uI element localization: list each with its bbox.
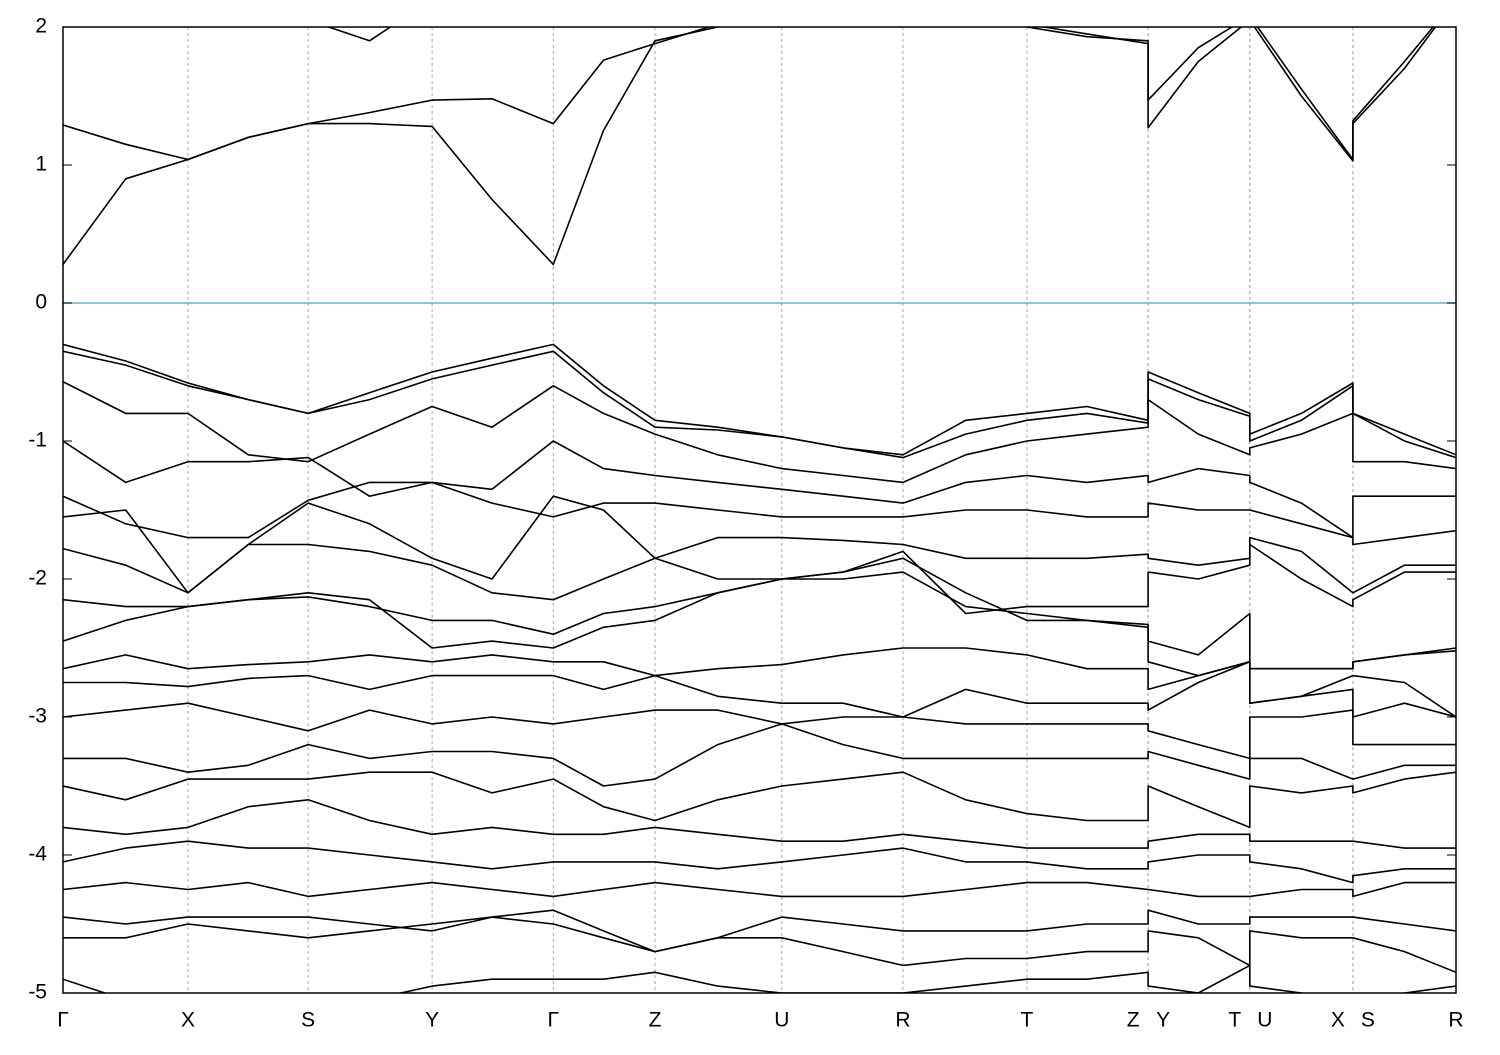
band-line	[63, 543, 1456, 615]
band-line	[63, 799, 1456, 849]
band-line	[326, 27, 392, 42]
band-line	[63, 840, 1456, 884]
x-tick-label: R	[1448, 1009, 1463, 1032]
plot-frame	[62, 26, 1457, 994]
x-tick-label: R	[895, 1009, 910, 1032]
band-line	[63, 27, 1435, 161]
band-line	[63, 481, 1456, 546]
x-tick-label: X	[1331, 1009, 1345, 1032]
x-tick-label: Z	[649, 1009, 662, 1032]
x-tick-label: T	[1021, 1009, 1034, 1032]
x-tick-label: T	[1228, 1009, 1241, 1032]
y-tick-label: -2	[28, 567, 47, 590]
band-line	[63, 771, 1456, 829]
band-line	[63, 702, 1456, 760]
band-line	[63, 440, 1456, 539]
x-tick-label: Z	[1127, 1009, 1140, 1032]
band-line	[63, 916, 1456, 974]
band-line	[63, 380, 1456, 484]
band-line	[63, 964, 1456, 993]
band-line	[63, 723, 1456, 787]
band-line	[63, 343, 1456, 456]
band-line	[63, 557, 1456, 718]
x-tick-label: Γ	[57, 1009, 69, 1032]
y-tick-label: 1	[35, 153, 47, 176]
band-line	[63, 571, 1456, 670]
x-tick-label: X	[181, 1009, 195, 1032]
x-tick-label: S	[301, 1009, 315, 1032]
bands	[63, 27, 1456, 993]
x-tick-label: Y	[425, 1009, 439, 1032]
y-tick-label: -4	[28, 843, 47, 866]
band-line	[63, 350, 1456, 459]
band-line	[63, 881, 1456, 898]
band-line	[63, 909, 1456, 953]
band-line	[63, 647, 1456, 691]
y-tick-label: 2	[35, 15, 47, 38]
band-line	[63, 27, 1437, 266]
band-line	[63, 661, 1456, 718]
y-tick-label: -1	[28, 429, 47, 452]
x-tick-label: Y	[1156, 1009, 1170, 1032]
y-tick-label: -3	[28, 705, 47, 728]
y-tick-label: -5	[28, 981, 47, 1004]
x-tick-label: U	[774, 1009, 789, 1032]
x-tick-label: S	[1361, 1009, 1375, 1032]
x-tick-label: U	[1257, 1009, 1272, 1032]
y-tick-label: 0	[35, 291, 47, 314]
x-tick-label: Γ	[548, 1009, 560, 1032]
